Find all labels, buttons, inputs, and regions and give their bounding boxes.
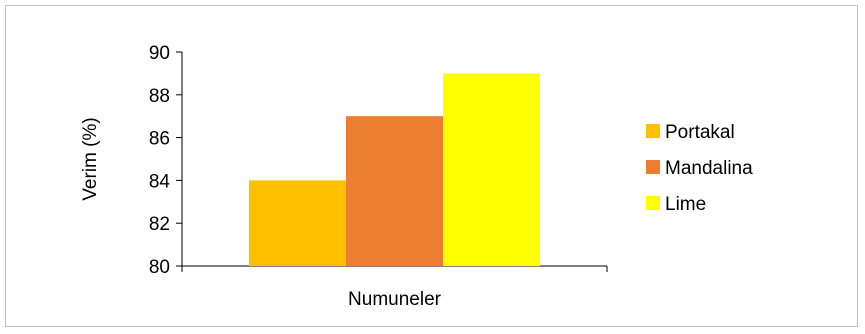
y-tick-label: 88 (149, 86, 170, 107)
bar-lime (443, 73, 540, 267)
legend-swatch-mandalina (646, 160, 660, 174)
legend-label-lime: Lime (665, 194, 706, 215)
x-axis-title: Numuneler (348, 289, 442, 310)
legend-swatch-portakal (646, 124, 660, 138)
y-tick-label: 80 (149, 257, 170, 278)
y-ticks: 80 82 84 86 88 90 (149, 43, 608, 278)
legend-label-mandalina: Mandalina (665, 158, 753, 179)
bar-mandalina (346, 116, 443, 266)
y-tick-label: 86 (149, 129, 170, 150)
bars (249, 73, 540, 267)
y-axis-title: Verim (%) (80, 117, 101, 200)
y-tick-label: 90 (149, 43, 170, 64)
y-tick-label: 84 (149, 171, 171, 192)
legend: Portakal Mandalina Lime (646, 122, 753, 215)
y-tick-label: 82 (149, 214, 170, 235)
legend-swatch-lime (646, 196, 660, 210)
bar-portakal (249, 180, 346, 266)
legend-label-portakal: Portakal (665, 122, 735, 143)
